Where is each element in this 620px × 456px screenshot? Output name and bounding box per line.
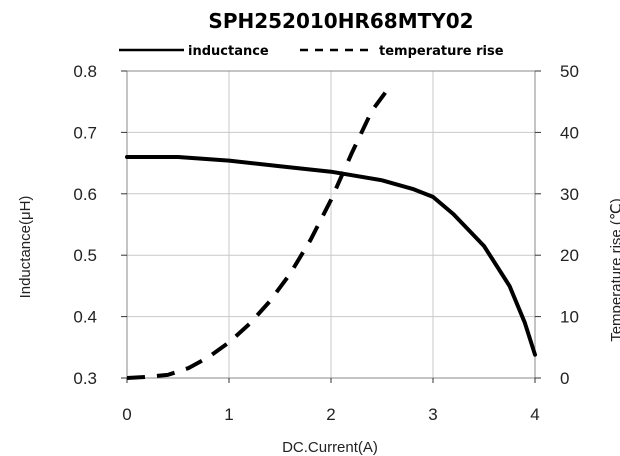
legend-label-inductance: inductance [188, 44, 269, 59]
y-axis-right-label: Temperature rise (℃) [608, 198, 620, 342]
legend: inductance temperature rise [119, 44, 504, 59]
y-right-tick-label: 20 [560, 246, 579, 265]
tick-marks [121, 70, 541, 383]
y-left-tick-label: 0.5 [73, 246, 97, 265]
x-tick-label: 4 [530, 405, 539, 424]
series-line-temperature-rise [126, 82, 394, 380]
y-left-tick-label: 0.4 [73, 308, 97, 327]
y-left-tick-label: 0.8 [73, 62, 97, 81]
chart-title: SPH252010HR68MTY02 [208, 9, 473, 33]
y-right-tick-label: 50 [560, 62, 579, 81]
y-left-tick-label: 0.6 [73, 185, 97, 204]
x-tick-label: 3 [428, 405, 437, 424]
y-right-tick-label: 0 [560, 369, 569, 388]
x-axis-label: DC.Current(A) [282, 439, 378, 456]
grid [126, 70, 536, 379]
tick-labels: 0 1 2 3 4 0.3 0.4 0.5 0.6 0.7 0.8 0 10 20 30 40 50 [73, 62, 579, 424]
x-tick-label: 1 [224, 405, 233, 424]
x-tick-label: 2 [326, 405, 335, 424]
series-line-inductance [125, 155, 537, 357]
y-right-tick-label: 10 [560, 308, 579, 327]
y-right-tick-label: 30 [560, 185, 579, 204]
y-left-tick-label: 0.7 [73, 123, 97, 142]
y-right-tick-label: 40 [560, 123, 579, 142]
x-tick-label: 0 [122, 405, 131, 424]
legend-label-temperature-rise: temperature rise [379, 44, 504, 59]
y-left-tick-label: 0.3 [73, 369, 97, 388]
y-axis-left-label: Inductance(μH) [17, 196, 34, 299]
